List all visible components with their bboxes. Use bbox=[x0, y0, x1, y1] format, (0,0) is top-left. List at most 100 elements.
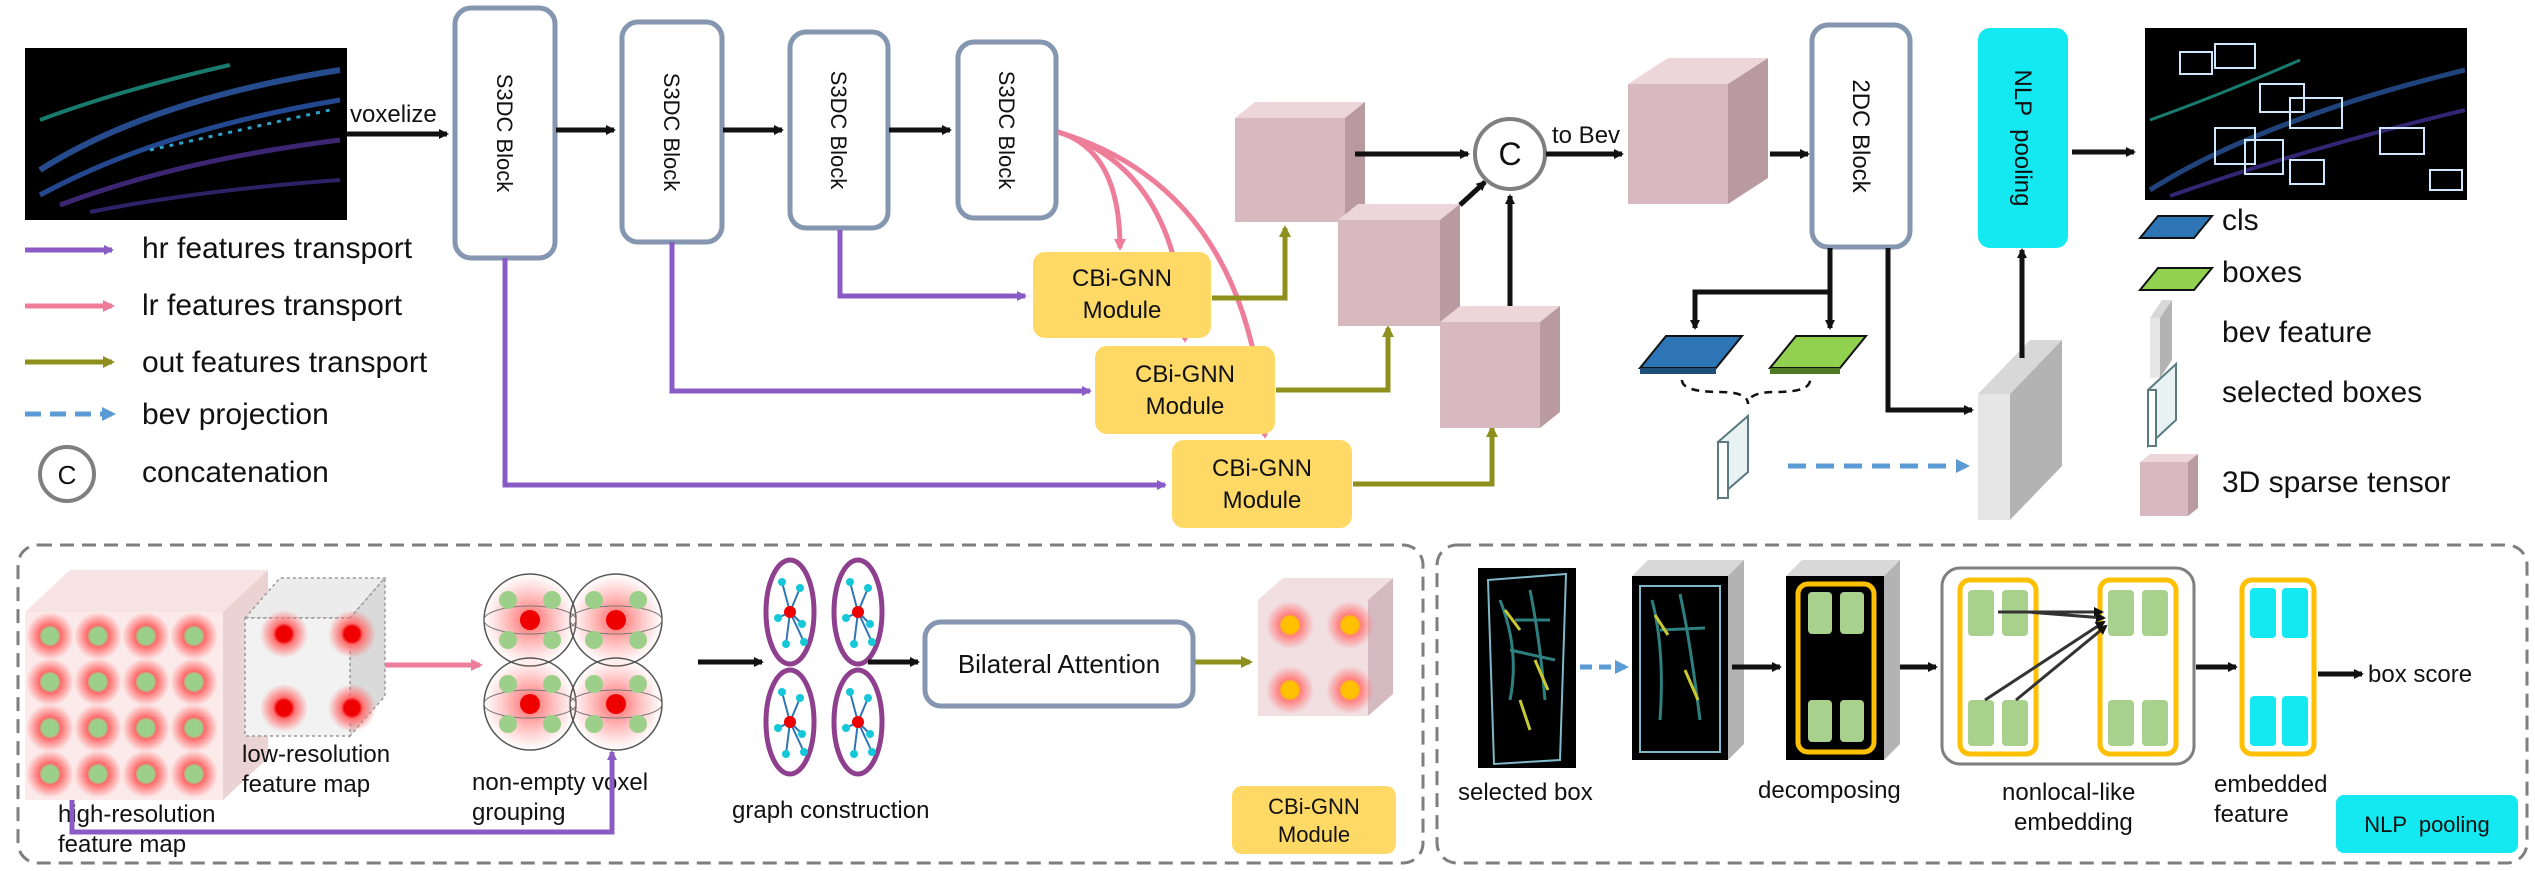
aligned-crop bbox=[1632, 560, 1744, 760]
graph-node-set bbox=[763, 557, 817, 667]
high-res-voxel bbox=[170, 658, 218, 706]
arrow-2dc-bev-feature bbox=[1885, 248, 1974, 415]
nonempty-voxel-grouping bbox=[483, 573, 663, 751]
legend-cls-icon bbox=[2137, 215, 2215, 239]
bilateral-attention-label: Bilateral Attention bbox=[958, 649, 1160, 679]
s3dc-block-2: S3DC Block bbox=[619, 19, 725, 245]
high-res-voxel bbox=[74, 658, 122, 706]
hr-to-grouping-arrow bbox=[69, 750, 617, 835]
cls-head-edge bbox=[1640, 368, 1716, 374]
bottom-left-panel bbox=[16, 543, 1425, 865]
caption-module-line1: CBi-GNN bbox=[1268, 794, 1360, 819]
cbi-gnn-module-1: CBi-GNN Module bbox=[1033, 252, 1211, 338]
nlp-pooling-caption-label: NLP pooling bbox=[2364, 812, 2490, 837]
legend-lr-label: lr features transport bbox=[142, 289, 403, 322]
nlp-pooling-caption: NLP pooling bbox=[2336, 795, 2518, 853]
hr-transport-2 bbox=[669, 242, 1092, 396]
hr-transport-3 bbox=[837, 230, 1027, 301]
nlp-pooling-block: NLP pooling bbox=[1978, 28, 2068, 248]
concat-node-symbol: C bbox=[1498, 136, 1521, 172]
cbi-gnn-module-2: CBi-GNN Module bbox=[1095, 346, 1275, 434]
voxel-group bbox=[483, 657, 577, 751]
out-transport-2 bbox=[1276, 325, 1394, 393]
high-res-voxel bbox=[122, 612, 170, 660]
nonlocal-label-2: embedding bbox=[2014, 809, 2133, 836]
sparse-cube-2 bbox=[1338, 204, 1460, 326]
cbi-gnn-2-line1: CBi-GNN bbox=[1135, 361, 1235, 388]
arrow-cube2-concat bbox=[1458, 180, 1487, 207]
high-res-voxel bbox=[122, 750, 170, 798]
high-res-voxel bbox=[122, 658, 170, 706]
caption-module-line2: Module bbox=[1278, 822, 1350, 847]
input-point-cloud bbox=[25, 48, 347, 220]
high-res-label-2: feature map bbox=[58, 831, 186, 858]
high-res-voxel bbox=[26, 612, 74, 660]
s3dc-block-2-label: S3DC Block bbox=[659, 73, 684, 193]
voxelize-label: voxelize bbox=[350, 101, 437, 128]
s3dc-block-3: S3DC Block bbox=[787, 29, 891, 231]
high-res-voxel bbox=[170, 750, 218, 798]
nonempty-label-2: grouping bbox=[472, 799, 565, 826]
embedded-label-2: feature bbox=[2214, 801, 2289, 828]
high-res-voxel bbox=[26, 750, 74, 798]
legend-selected-boxes-label: selected boxes bbox=[2222, 376, 2422, 409]
legend-bev-feature-label: bev feature bbox=[2222, 316, 2372, 349]
high-res-voxel bbox=[74, 612, 122, 660]
bilateral-attention-block: Bilateral Attention bbox=[922, 619, 1196, 709]
boxes-head-slab bbox=[1767, 335, 1869, 369]
cbi-gnn-3-line1: CBi-GNN bbox=[1212, 455, 1312, 482]
box-score-label: box score bbox=[2368, 661, 2472, 688]
nonempty-label-1: non-empty voxel bbox=[472, 769, 648, 796]
low-res-feature-map bbox=[243, 576, 387, 738]
cbi-gnn-1-line1: CBi-GNN bbox=[1072, 265, 1172, 292]
hr-transport-1 bbox=[502, 258, 1167, 490]
s3dc-block-4-label: S3DC Block bbox=[994, 71, 1019, 191]
output-detections bbox=[2145, 28, 2467, 200]
legend-concat-circle bbox=[38, 445, 96, 503]
cbi-gnn-module-3: CBi-GNN Module bbox=[1172, 440, 1352, 528]
low-res-label-1: low-resolution bbox=[242, 741, 390, 768]
graph-construction bbox=[763, 557, 885, 777]
sparse-cube-3 bbox=[1440, 306, 1560, 428]
legend-bev-label: bev projection bbox=[142, 398, 329, 431]
high-res-dots bbox=[26, 612, 218, 798]
selected-boxes-item bbox=[1717, 413, 1749, 501]
high-res-feature-map bbox=[25, 570, 268, 800]
graph-node-set bbox=[831, 667, 885, 777]
high-res-voxel bbox=[122, 704, 170, 752]
high-res-voxel bbox=[170, 612, 218, 660]
high-res-voxel bbox=[74, 750, 122, 798]
sparse-cube-1 bbox=[1235, 102, 1365, 222]
legend-hr-label: hr features transport bbox=[142, 232, 413, 265]
lr-transport-1 bbox=[1057, 129, 1126, 251]
bev-feature-map bbox=[1978, 340, 2062, 520]
legend-left: hr features transport lr features transp… bbox=[25, 232, 428, 503]
embedded-label-1: embedded bbox=[2214, 771, 2327, 798]
output-feature-cube bbox=[1258, 578, 1393, 716]
voxel-group bbox=[569, 657, 663, 751]
high-res-voxel bbox=[26, 704, 74, 752]
legend-boxes-label: boxes bbox=[2222, 256, 2302, 289]
legend-boxes-icon bbox=[2137, 267, 2215, 291]
graph-label: graph construction bbox=[732, 797, 929, 824]
legend-concat-symbol: C bbox=[58, 460, 77, 490]
legend-bev-feature-icon bbox=[2150, 300, 2172, 378]
legend-right: cls boxes bev feature selected boxes 3D … bbox=[2137, 204, 2450, 516]
legend-out-label: out features transport bbox=[142, 346, 428, 379]
heads-brace bbox=[1680, 379, 1812, 405]
high-res-label-1: high-resolution bbox=[58, 801, 215, 828]
s3dc-block-3-label: S3DC Block bbox=[826, 71, 851, 191]
voxel-group bbox=[569, 573, 663, 667]
embedded-feature-visual bbox=[2239, 577, 2317, 757]
selected-box-label: selected box bbox=[1458, 779, 1593, 806]
bev-cube bbox=[1628, 58, 1768, 204]
low-res-label-2: feature map bbox=[242, 771, 370, 798]
cbi-gnn-3-line2: Module bbox=[1223, 487, 1302, 514]
boxes-head-edge bbox=[1770, 368, 1840, 374]
graph-node-set bbox=[763, 667, 817, 777]
bottom-right-panel bbox=[1435, 543, 2529, 865]
graph-node-set bbox=[831, 557, 885, 667]
nonlocal-embedding-visual bbox=[1940, 566, 2196, 766]
to-bev-label: to Bev bbox=[1552, 122, 1620, 149]
